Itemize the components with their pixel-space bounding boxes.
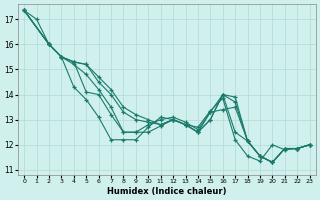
X-axis label: Humidex (Indice chaleur): Humidex (Indice chaleur): [107, 187, 227, 196]
